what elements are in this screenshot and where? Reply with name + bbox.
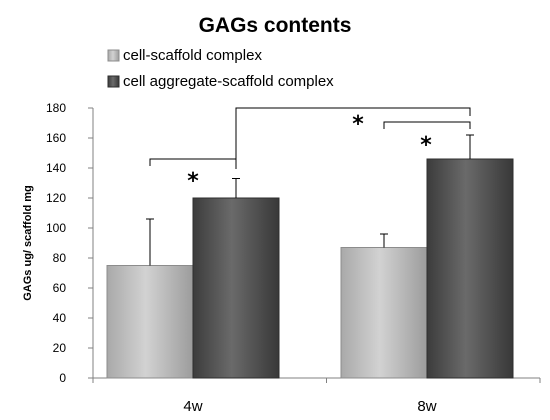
legend: cell-scaffold complex cell aggregate-scaf… bbox=[107, 47, 334, 90]
bar bbox=[106, 265, 194, 379]
legend-swatch bbox=[107, 75, 120, 88]
legend-swatch bbox=[107, 49, 120, 62]
axes: 0 20 40 60 80 100 120 140 160 180 4w 8w bbox=[46, 101, 541, 415]
significance-star: * bbox=[420, 133, 432, 158]
legend-label: cell aggregate-scaffold complex bbox=[123, 73, 334, 90]
y-tick-label: 140 bbox=[46, 161, 66, 175]
x-category-label: 8w bbox=[417, 398, 436, 415]
y-tick-label: 20 bbox=[53, 341, 67, 355]
bar bbox=[426, 158, 514, 379]
y-tick-label: 0 bbox=[59, 371, 66, 385]
bar bbox=[340, 247, 428, 379]
significance-bracket-4w bbox=[149, 158, 237, 166]
y-tick-label: 40 bbox=[53, 311, 67, 325]
y-tick-label: 100 bbox=[46, 221, 66, 235]
y-axis-label: GAGs ug/ scaffold mg bbox=[22, 185, 34, 301]
significance-bracket-8w bbox=[383, 121, 471, 129]
significance-markers: * * * bbox=[149, 107, 471, 194]
chart-title: GAGs contents bbox=[199, 14, 352, 37]
significance-bracket-4w-vs-8w bbox=[235, 107, 471, 169]
significance-star: * bbox=[187, 169, 199, 194]
y-tick-label: 80 bbox=[53, 251, 67, 265]
y-tick-label: 120 bbox=[46, 191, 66, 205]
significance-star: * bbox=[352, 112, 364, 137]
error-bars bbox=[146, 134, 474, 266]
bar bbox=[192, 197, 280, 379]
y-tick-label: 180 bbox=[46, 101, 66, 115]
bars bbox=[106, 158, 514, 379]
y-tick-label: 160 bbox=[46, 131, 66, 145]
legend-label: cell-scaffold complex bbox=[123, 47, 262, 64]
y-tick-label: 60 bbox=[53, 281, 67, 295]
x-category-label: 4w bbox=[183, 398, 202, 415]
